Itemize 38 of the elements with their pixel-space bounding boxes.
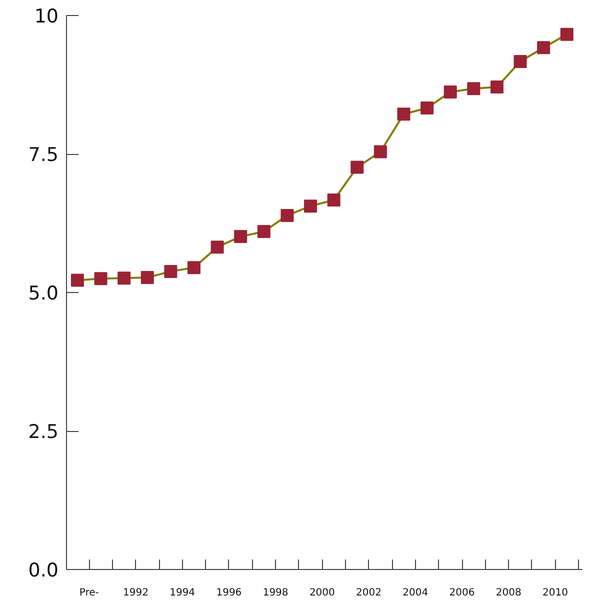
x-tick-label: 2006 bbox=[449, 588, 475, 598]
point bbox=[467, 82, 480, 96]
x-tick-label: 2004 bbox=[402, 588, 428, 598]
point bbox=[164, 264, 178, 278]
point bbox=[187, 261, 200, 274]
point bbox=[257, 225, 270, 238]
y-tick-label: 10 bbox=[34, 6, 59, 28]
point bbox=[537, 41, 550, 54]
point bbox=[94, 272, 108, 286]
point bbox=[327, 193, 340, 206]
point bbox=[560, 28, 574, 41]
point bbox=[444, 85, 457, 98]
point bbox=[210, 240, 224, 254]
x-tick-label: 1992 bbox=[122, 588, 148, 598]
point bbox=[70, 274, 84, 287]
point bbox=[374, 145, 387, 158]
x-tick-label: 2010 bbox=[542, 588, 568, 598]
x-tick-label: 1998 bbox=[262, 588, 288, 598]
point bbox=[350, 160, 364, 174]
point bbox=[514, 54, 527, 68]
point bbox=[140, 271, 154, 284]
x-tick-label: 2008 bbox=[496, 588, 522, 598]
point bbox=[118, 272, 131, 285]
point bbox=[490, 80, 504, 94]
y-tick-label: 2.5 bbox=[28, 421, 58, 443]
y-tick-label: 0.0 bbox=[28, 560, 58, 582]
point bbox=[397, 108, 410, 121]
point bbox=[420, 102, 434, 115]
x-tick-label: 1994 bbox=[170, 588, 196, 598]
x-tick-label: 2002 bbox=[356, 588, 382, 598]
x-tick-label: Pre- bbox=[79, 588, 100, 598]
point bbox=[304, 200, 318, 213]
point bbox=[280, 208, 294, 222]
y-tick-label: 7.5 bbox=[28, 144, 58, 166]
x-tick-label: 1996 bbox=[216, 588, 242, 598]
y-tick-label: 5.0 bbox=[28, 282, 58, 304]
point bbox=[234, 230, 248, 244]
x-tick-label: 2000 bbox=[309, 588, 335, 598]
